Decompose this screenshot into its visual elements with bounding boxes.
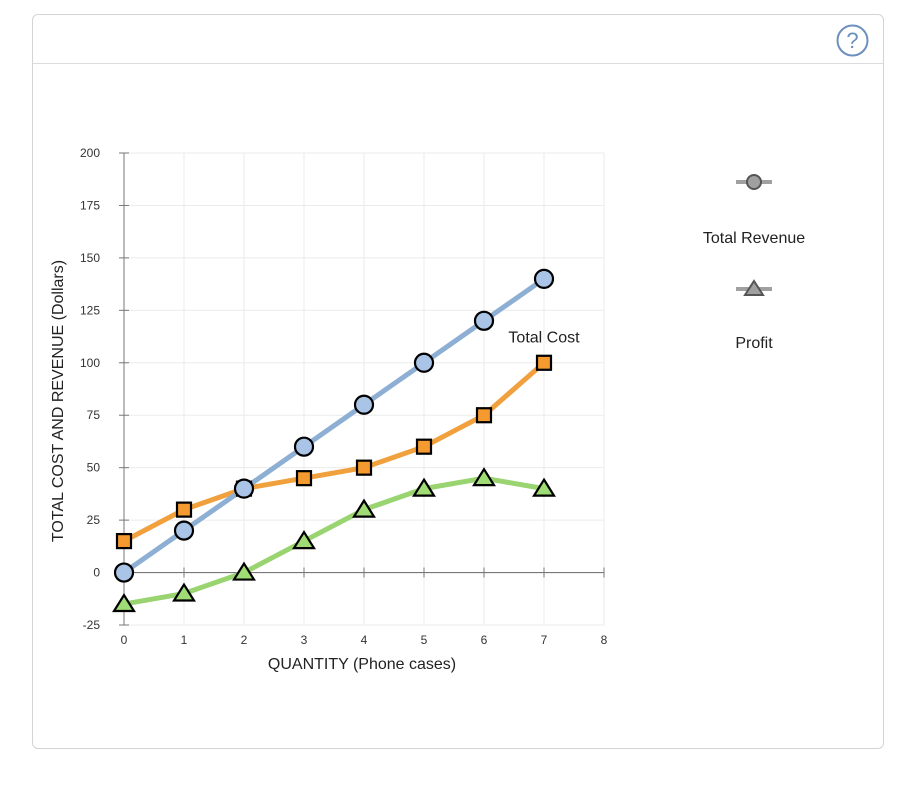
profit-point xyxy=(472,467,496,487)
profit-point xyxy=(112,592,136,613)
chart-axes: -25 0 25 50 75 100 125 150 175 200 0 1 2 3 4 5 6 7 8 xyxy=(80,146,608,647)
legend-circle-marker xyxy=(746,174,762,190)
profit-point xyxy=(292,530,316,550)
y-tick-label: 50 xyxy=(87,461,101,475)
series-line-total-cost xyxy=(121,360,547,544)
graph-card: ? xyxy=(32,14,884,749)
series-line-profit xyxy=(121,475,547,607)
total-cost-point xyxy=(535,354,553,371)
total-cost-point xyxy=(295,470,313,487)
total-revenue-point xyxy=(413,352,435,373)
total-revenue-point xyxy=(473,310,495,331)
total-revenue-point xyxy=(233,478,255,499)
y-axis-label: TOTAL COST AND REVENUE (Dollars) xyxy=(50,260,67,542)
profit-point xyxy=(412,477,436,497)
help-label: ? xyxy=(846,28,858,53)
y-tick-label: -25 xyxy=(83,618,101,632)
chart-annotations: Total Cost xyxy=(508,330,580,347)
total-revenue-point xyxy=(353,394,375,415)
x-tick-label: 5 xyxy=(421,633,428,647)
total-cost-point xyxy=(415,438,433,455)
legend-label: Profit xyxy=(735,335,773,352)
y-tick-label: 150 xyxy=(80,251,100,265)
help-button[interactable]: ? xyxy=(836,24,869,57)
y-tick-label: 75 xyxy=(87,408,101,422)
legend-item: Profit xyxy=(735,279,773,352)
chart-grid xyxy=(124,152,605,626)
y-tick-label: 0 xyxy=(93,566,100,580)
annotation-label: Total Cost xyxy=(508,330,580,347)
chart-series xyxy=(112,268,556,613)
y-tick-label: 200 xyxy=(80,146,100,160)
x-tick-label: 3 xyxy=(301,633,308,647)
legend-label: Total Revenue xyxy=(703,230,805,247)
x-axis-label: QUANTITY (Phone cases) xyxy=(268,656,456,673)
total-revenue-point xyxy=(113,562,135,583)
profit-point xyxy=(172,582,196,602)
y-tick-label: 100 xyxy=(80,356,100,370)
x-tick-label: 0 xyxy=(121,633,128,647)
y-tick-label: 25 xyxy=(87,513,101,527)
x-tick-label: 6 xyxy=(481,633,488,647)
x-tick-label: 7 xyxy=(541,633,548,647)
x-tick-label: 2 xyxy=(241,633,248,647)
total-cost-point xyxy=(475,407,493,424)
y-tick-label: 125 xyxy=(80,303,100,317)
profit-point xyxy=(532,477,556,497)
total-cost-point xyxy=(175,501,193,518)
chart-legend: Total Revenue Profit xyxy=(703,174,805,352)
series-line-total-revenue xyxy=(121,276,547,576)
legend-item: Total Revenue xyxy=(703,174,805,247)
total-revenue-point xyxy=(293,436,315,457)
profit-point xyxy=(352,498,376,518)
card-header: ? xyxy=(33,15,883,64)
total-cost-point xyxy=(115,532,133,550)
y-tick-label: 175 xyxy=(80,198,100,212)
help-icon xyxy=(836,24,869,57)
total-revenue-point xyxy=(533,268,555,289)
profit-point xyxy=(232,561,256,581)
total-revenue-point xyxy=(173,520,195,541)
x-tick-label: 4 xyxy=(361,633,368,647)
x-tick-label: 1 xyxy=(181,633,188,647)
total-cost-point xyxy=(355,459,373,476)
x-tick-label: 8 xyxy=(601,633,608,647)
legend-triangle-marker xyxy=(743,279,765,296)
